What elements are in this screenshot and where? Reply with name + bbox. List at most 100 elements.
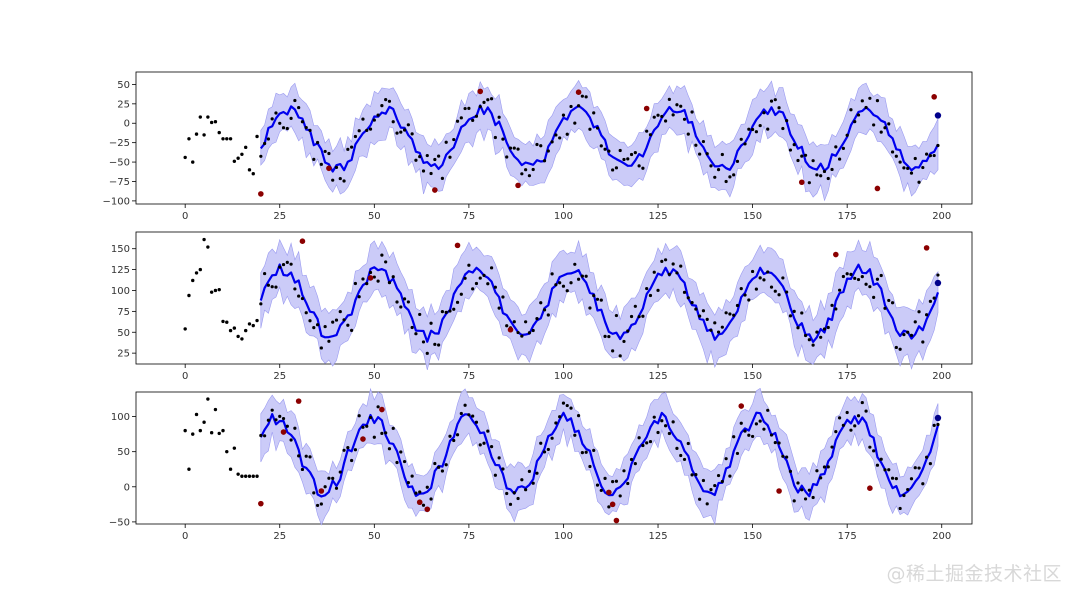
observed-point <box>308 128 312 132</box>
observed-point <box>936 273 940 277</box>
y-tick-label: 50 <box>117 447 130 458</box>
y-tick-label: 150 <box>111 244 130 255</box>
observed-point <box>384 431 388 435</box>
observed-point <box>611 480 615 484</box>
history-point <box>213 407 218 412</box>
observed-point <box>622 157 626 162</box>
observed-point <box>800 488 804 492</box>
history-point <box>232 446 237 450</box>
observed-point <box>361 117 365 121</box>
observed-point <box>614 479 619 483</box>
history-point <box>221 137 225 141</box>
observed-point <box>319 502 323 506</box>
observed-point <box>872 295 876 299</box>
observed-point <box>414 332 418 336</box>
observed-point <box>508 502 513 506</box>
observed-point <box>679 453 683 458</box>
anomaly-point <box>833 251 839 258</box>
observed-point <box>921 482 925 486</box>
observed-point <box>527 174 532 178</box>
observed-point <box>478 443 482 447</box>
history-point <box>183 327 187 331</box>
history-point <box>244 145 248 150</box>
observed-point <box>720 152 724 157</box>
observed-point <box>705 152 709 156</box>
observed-point <box>448 155 452 159</box>
observed-point <box>769 99 774 103</box>
history-point <box>206 245 210 249</box>
observed-point <box>671 262 675 266</box>
observed-point <box>550 272 554 276</box>
observed-point <box>853 424 857 428</box>
observed-point <box>709 488 713 492</box>
observed-point <box>406 300 410 304</box>
x-tick-label: 150 <box>743 211 762 222</box>
observed-point <box>917 466 921 470</box>
history-point <box>198 267 203 272</box>
observed-point <box>845 410 849 415</box>
observed-point <box>626 157 630 161</box>
history-point <box>221 319 225 324</box>
observed-point <box>626 329 630 333</box>
observed-point <box>766 270 770 274</box>
observed-point <box>440 310 445 314</box>
observed-point <box>380 431 384 435</box>
observed-point <box>872 123 876 127</box>
observed-point <box>841 146 845 150</box>
observed-point <box>380 104 384 108</box>
observed-point <box>531 481 535 485</box>
observed-point <box>512 320 516 324</box>
history-point <box>236 472 240 476</box>
observed-point <box>637 436 641 440</box>
observed-point <box>482 273 486 277</box>
history-point <box>240 474 244 478</box>
observed-point <box>452 438 456 443</box>
observed-point <box>800 311 804 315</box>
observed-point <box>444 140 448 144</box>
observed-point <box>376 113 380 117</box>
observed-point <box>402 297 407 301</box>
observed-point <box>845 133 849 137</box>
anomaly-point <box>606 489 612 496</box>
history-point <box>251 323 255 328</box>
observed-point <box>796 481 800 485</box>
observed-point <box>497 115 501 119</box>
observed-point <box>331 476 335 480</box>
observed-point <box>701 478 706 483</box>
observed-point <box>792 142 796 147</box>
history-point <box>247 322 252 326</box>
observed-point <box>395 300 399 304</box>
history-point <box>228 467 233 471</box>
observed-point <box>402 128 407 132</box>
observed-point <box>497 306 501 310</box>
anomaly-point <box>295 398 302 404</box>
observed-point <box>406 123 410 127</box>
observed-point <box>773 98 777 102</box>
observed-point <box>505 324 509 328</box>
observed-point <box>781 276 785 280</box>
observed-point <box>467 106 471 111</box>
observed-point <box>698 314 702 318</box>
observed-point <box>754 422 758 426</box>
observed-point <box>822 327 827 331</box>
observed-point <box>346 323 350 327</box>
observed-point <box>312 491 316 495</box>
observed-point <box>902 332 906 337</box>
observed-point <box>622 469 626 473</box>
observed-point <box>887 122 891 126</box>
x-tick-label: 75 <box>463 211 476 222</box>
observed-point <box>913 320 917 324</box>
observed-point <box>807 338 811 342</box>
observed-point <box>690 301 694 305</box>
x-tick-label: 100 <box>554 531 573 542</box>
observed-point <box>459 292 463 296</box>
observed-point <box>853 120 857 124</box>
observed-point <box>694 307 698 311</box>
observed-point <box>849 428 853 432</box>
history-point <box>228 137 233 141</box>
observed-point <box>437 465 441 469</box>
history-point <box>255 134 259 139</box>
observed-point <box>652 115 656 119</box>
observed-point <box>860 99 864 103</box>
